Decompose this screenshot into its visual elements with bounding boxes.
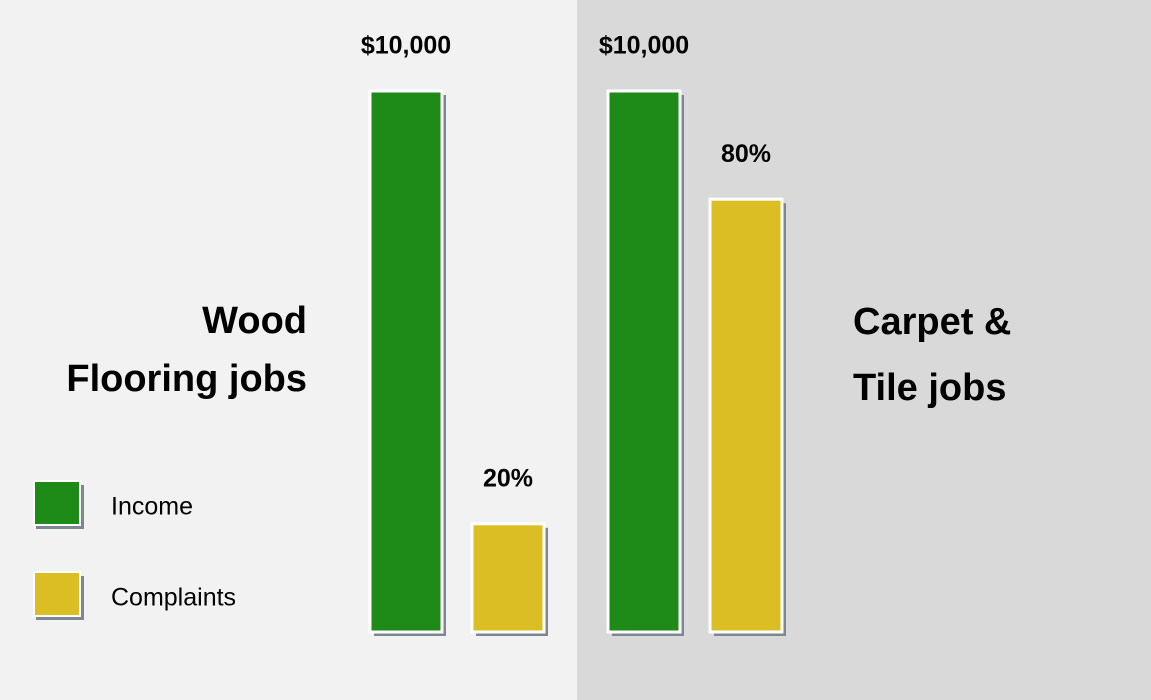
category-label: Wood [202,300,307,342]
value-label: $10,000 [599,32,689,60]
category-label: Flooring jobs [66,358,307,400]
bar [470,522,546,634]
category-label: Carpet & [853,301,1011,343]
value-label: 80% [721,140,771,168]
category-label: Tile jobs [853,367,1006,409]
legend-label: Complaints [111,584,236,612]
bar [708,197,784,634]
value-label: $10,000 [361,32,451,60]
bar [606,89,682,634]
legend-swatch [33,571,81,617]
value-label: 20% [483,464,533,492]
bar [368,89,444,634]
legend-label: Income [111,493,193,521]
legend-swatch [33,480,81,526]
